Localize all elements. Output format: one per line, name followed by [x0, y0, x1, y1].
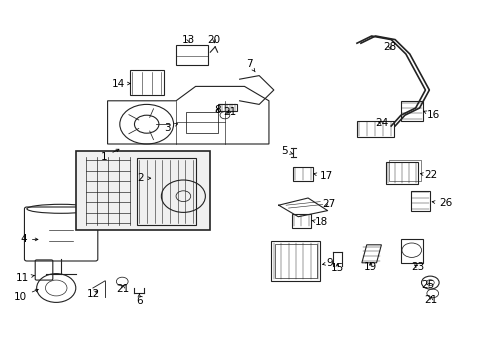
Bar — [129, 70, 163, 95]
Text: 12: 12 — [87, 289, 101, 300]
Text: 7: 7 — [245, 59, 255, 72]
Bar — [386, 162, 417, 184]
Bar — [137, 158, 195, 225]
Text: 21: 21 — [116, 284, 130, 294]
Bar — [185, 112, 217, 133]
Text: 16: 16 — [423, 110, 439, 120]
Text: 22: 22 — [420, 170, 437, 180]
Text: 5: 5 — [281, 146, 293, 156]
Text: 18: 18 — [311, 217, 327, 228]
Text: 11: 11 — [16, 273, 35, 283]
Text: 1: 1 — [101, 149, 119, 162]
Text: 19: 19 — [363, 262, 377, 272]
Bar — [400, 101, 422, 121]
Text: 21: 21 — [424, 294, 437, 305]
Text: 15: 15 — [330, 263, 344, 273]
Text: 3: 3 — [164, 123, 177, 133]
Bar — [388, 160, 420, 181]
Text: 8: 8 — [214, 105, 221, 115]
Text: 13: 13 — [181, 35, 195, 45]
Text: 9: 9 — [322, 258, 333, 268]
Text: 20: 20 — [207, 35, 220, 45]
Bar — [176, 45, 207, 65]
Text: 25: 25 — [420, 280, 434, 291]
Text: 2: 2 — [137, 173, 150, 183]
Bar — [410, 191, 429, 211]
Bar — [356, 121, 393, 137]
Bar — [76, 151, 210, 230]
Bar — [271, 241, 320, 281]
Bar — [274, 244, 316, 278]
Text: 26: 26 — [431, 198, 451, 208]
Text: 17: 17 — [313, 171, 333, 181]
Text: 21: 21 — [223, 107, 236, 117]
Text: 14: 14 — [111, 78, 130, 89]
Text: 4: 4 — [20, 234, 38, 244]
Bar — [292, 214, 310, 228]
Text: 27: 27 — [322, 199, 335, 210]
Bar — [293, 167, 312, 181]
Bar — [400, 239, 422, 263]
Text: 10: 10 — [14, 289, 38, 302]
Text: 24: 24 — [374, 118, 387, 128]
Bar — [217, 104, 237, 111]
Text: 6: 6 — [136, 293, 142, 306]
Text: 23: 23 — [410, 262, 424, 273]
Text: 28: 28 — [382, 42, 396, 52]
